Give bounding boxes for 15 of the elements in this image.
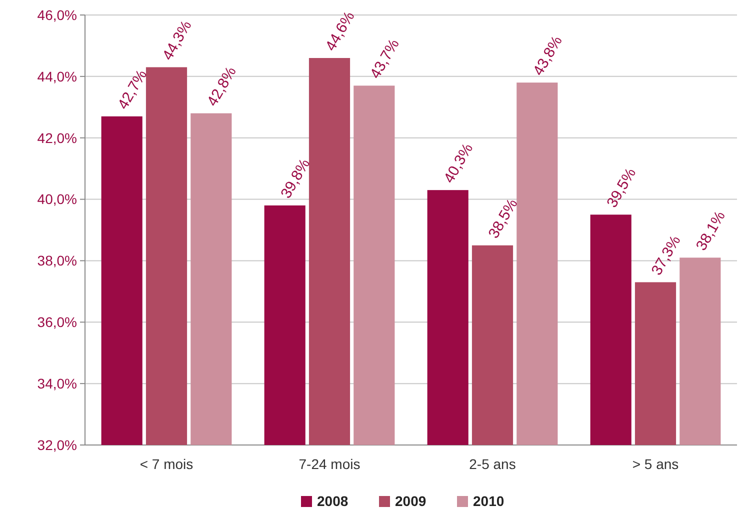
y-tick-label: 40,0% <box>37 191 77 208</box>
y-tick-label: 34,0% <box>37 375 77 392</box>
x-tick-label: 2-5 ans <box>469 456 516 472</box>
y-tick-label: 32,0% <box>37 436 77 453</box>
y-tick-label: 38,0% <box>37 252 77 269</box>
x-tick-label: > 5 ans <box>632 456 679 472</box>
y-tick-label: 44,0% <box>37 68 77 84</box>
x-tick-label: < 7 mois <box>140 456 194 472</box>
y-tick-label: 42,0% <box>37 130 77 146</box>
legend-label: 2009 <box>395 493 426 509</box>
legend-label: 2008 <box>317 493 348 509</box>
y-tick-label: 46,0% <box>37 6 77 23</box>
y-tick-label: 36,0% <box>37 314 77 330</box>
x-tick-label: 7-24 mois <box>298 456 360 472</box>
legend-label: 2010 <box>473 493 504 509</box>
